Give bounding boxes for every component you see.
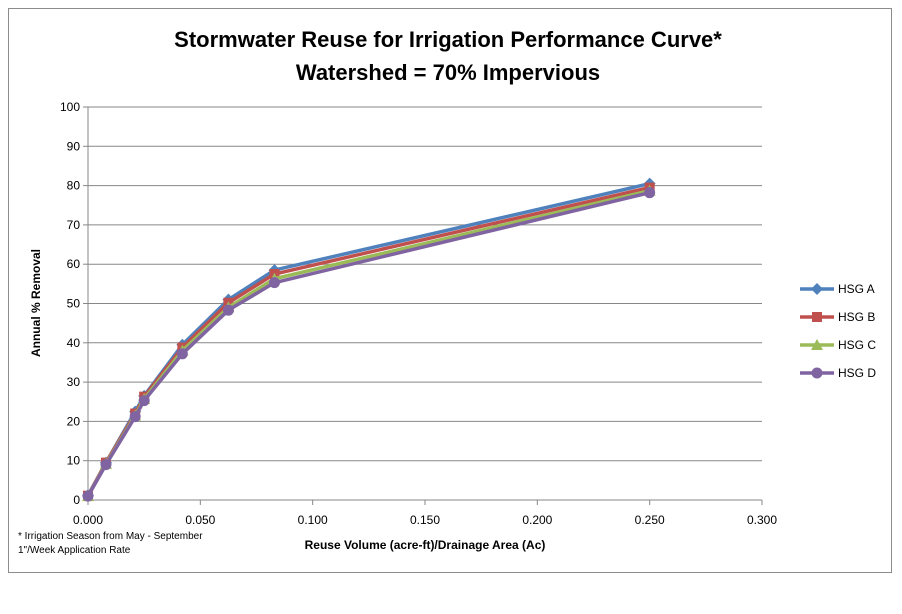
legend-label-hsg-b: HSG B [838, 310, 875, 324]
data-point-hsg-d [644, 187, 656, 199]
x-tick-label: 0.200 [522, 513, 552, 527]
legend-marker-hsg-c [811, 339, 823, 350]
y-tick-label: 30 [67, 375, 81, 389]
x-tick-label: 0.250 [635, 513, 665, 527]
x-tick-label: 0.100 [298, 513, 328, 527]
y-tick-label: 10 [67, 454, 81, 468]
series-hsg-a [82, 177, 656, 502]
chart-title-line2: Watershed = 70% Impervious [296, 60, 600, 85]
legend-marker-hsg-b [812, 312, 822, 322]
legend-label-hsg-a: HSG A [838, 282, 875, 296]
y-tick-label: 20 [67, 414, 81, 428]
series-hsg-b [83, 182, 655, 501]
y-tick-label: 60 [67, 257, 81, 271]
y-tick-label: 50 [67, 297, 81, 311]
data-point-hsg-d [129, 411, 141, 423]
chart-title-line1: Stormwater Reuse for Irrigation Performa… [174, 27, 722, 52]
series-hsg-d [82, 187, 656, 502]
data-point-hsg-d [176, 348, 188, 360]
data-point-hsg-d [138, 395, 150, 407]
y-tick-label: 90 [67, 139, 81, 153]
legend-marker-hsg-d [811, 367, 823, 379]
footnote-application-rate: 1"/Week Application Rate [18, 545, 131, 556]
x-axis-label: Reuse Volume (acre-ft)/Drainage Area (Ac… [305, 538, 546, 552]
y-tick-label: 40 [67, 336, 81, 350]
x-tick-label: 0.300 [747, 513, 777, 527]
legend-label-hsg-c: HSG C [838, 338, 876, 352]
series-line-hsg-b [86, 185, 651, 497]
data-point-hsg-d [268, 277, 280, 289]
legend-marker-hsg-a [811, 283, 823, 295]
x-tick-label: 0.050 [185, 513, 215, 527]
series-line-hsg-d [86, 190, 651, 497]
y-tick-label: 80 [67, 179, 81, 193]
chart-frame [8, 8, 892, 573]
legend-label-hsg-d: HSG D [838, 366, 876, 380]
y-tick-label: 70 [67, 218, 81, 232]
series-line-hsg-c [86, 189, 651, 497]
x-tick-label: 0.150 [410, 513, 440, 527]
y-tick-label: 100 [60, 100, 80, 114]
data-point-hsg-d [82, 490, 94, 502]
series-line-hsg-a [86, 181, 651, 497]
y-axis-label: Annual % Removal [29, 249, 43, 357]
x-tick-label: 0.000 [73, 513, 103, 527]
data-point-hsg-d [100, 459, 112, 471]
data-point-hsg-d [222, 304, 234, 316]
footnote-irrigation-season: * Irrigation Season from May - September [18, 531, 203, 542]
y-tick-label: 0 [73, 493, 80, 507]
